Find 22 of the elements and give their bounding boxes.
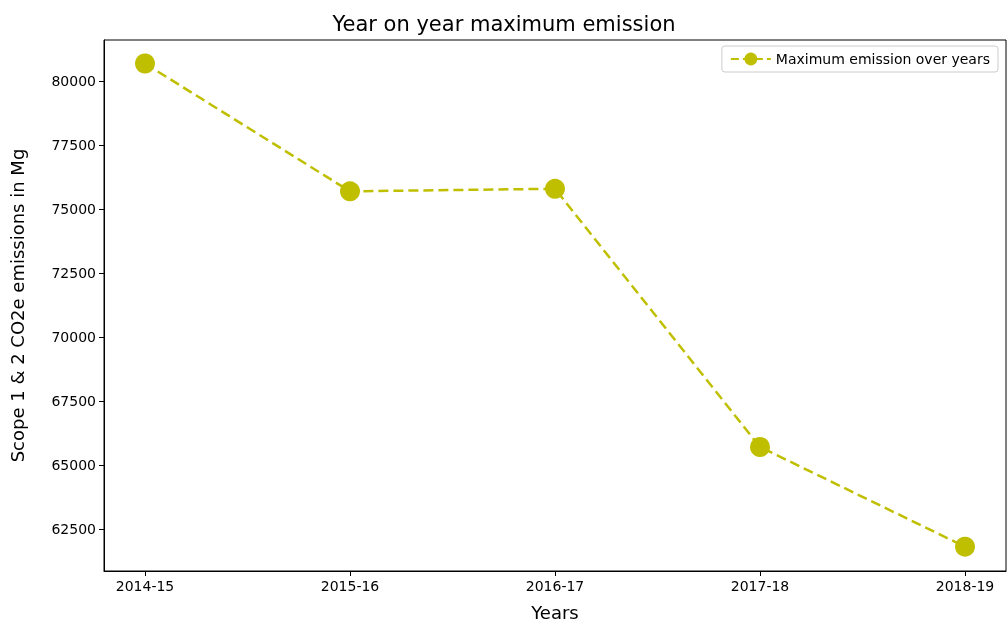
y-tick-label: 80000: [51, 73, 96, 90]
y-tick-label: 65000: [51, 456, 96, 473]
y-tick-label: 75000: [51, 201, 96, 218]
point: [545, 178, 565, 199]
x-tick-label: 2015-16: [320, 578, 380, 594]
y-tick-label: 62500: [51, 520, 96, 537]
point: [955, 536, 975, 557]
chart-title: Year on year maximum emission: [331, 11, 676, 36]
x-axis-title: Years: [530, 601, 579, 623]
y-tick-label: 77500: [51, 137, 96, 154]
x-tick-label: 2017-18: [730, 578, 790, 594]
point: [340, 181, 360, 202]
legend-label: Maximum emission over years: [775, 51, 990, 67]
x-tick-label: 2018-19: [935, 578, 995, 594]
point: [135, 53, 155, 74]
x-tick-label: 2014-15: [115, 578, 175, 594]
point: [750, 437, 770, 457]
y-tick-label: 67500: [51, 392, 96, 409]
x-tick-label: 2016-17: [525, 578, 585, 594]
y-tick-label: 72500: [51, 265, 96, 282]
y-axis-title: Scope 1 & 2 CO2e emissions in Mg: [6, 148, 28, 463]
y-tick-label: 70000: [51, 329, 96, 346]
